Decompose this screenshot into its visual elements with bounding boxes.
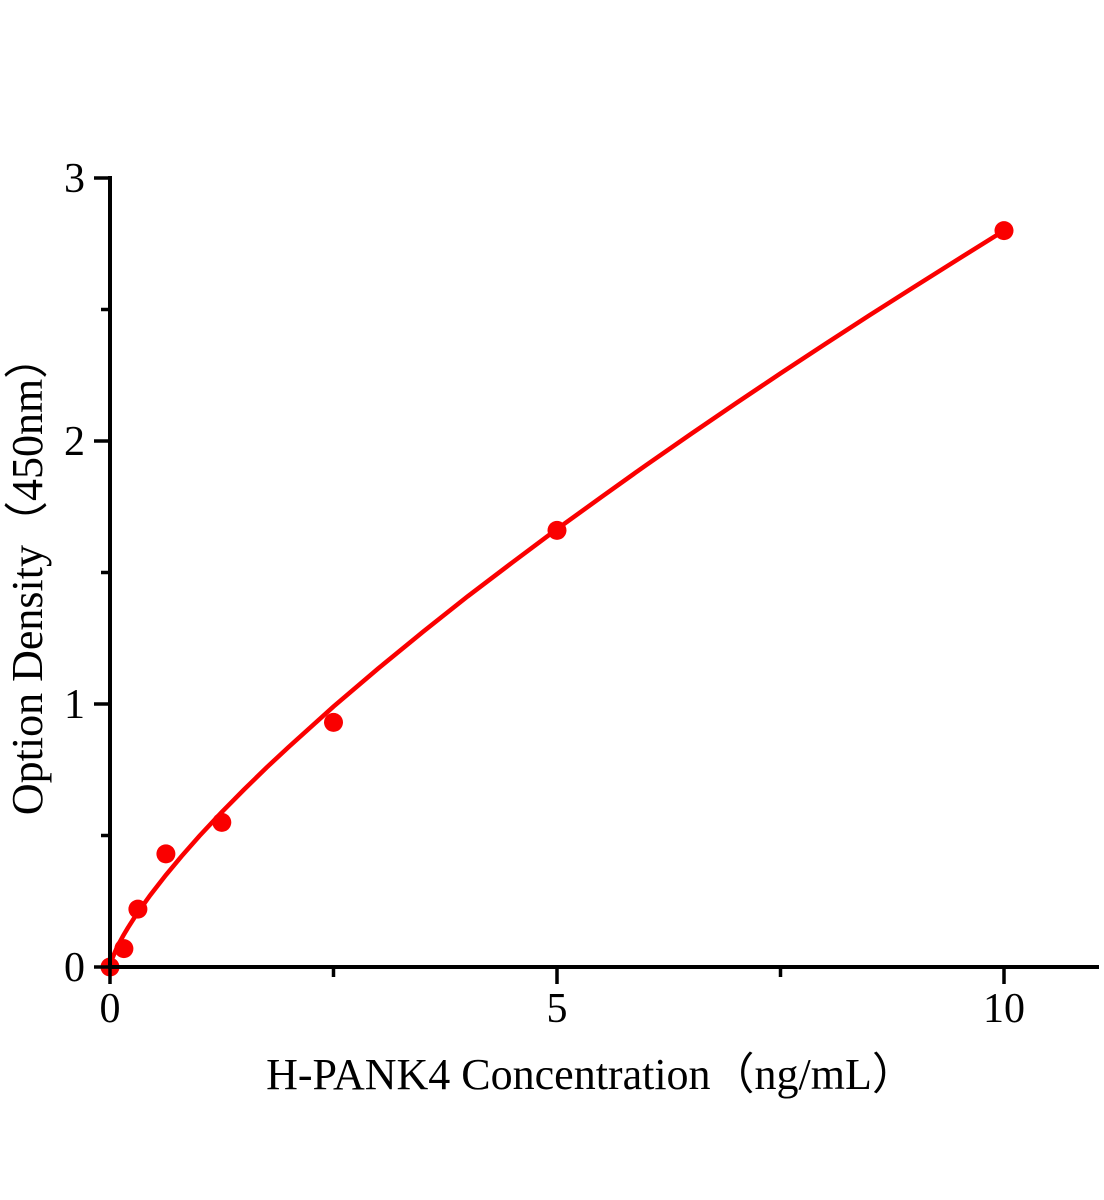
fit-curve-layer [107, 228, 1007, 970]
data-point [547, 520, 567, 540]
data-point [324, 712, 343, 732]
y-tick-label: 1 [64, 682, 85, 728]
data-points-layer [100, 221, 1014, 977]
x-axis-title: H-PANK4 Concentration（ng/mL） [266, 1050, 916, 1099]
data-point [156, 844, 176, 864]
y-axis-title: Option Density（450nm） [3, 335, 52, 815]
data-point [114, 939, 134, 959]
y-tick-label: 0 [64, 945, 85, 991]
tick-labels-layer: 0 5 10 0 1 2 3 [64, 156, 1025, 1032]
x-tick-label: 0 [100, 986, 121, 1032]
x-tick-label: 10 [983, 986, 1025, 1032]
axes-layer [94, 176, 1099, 984]
data-point [212, 812, 232, 832]
data-point [994, 221, 1014, 241]
data-point [128, 899, 148, 919]
y-tick-label: 3 [64, 156, 85, 202]
fit-curve [107, 228, 1007, 970]
x-tick-label: 5 [547, 986, 568, 1032]
y-tick-label: 2 [64, 419, 85, 465]
